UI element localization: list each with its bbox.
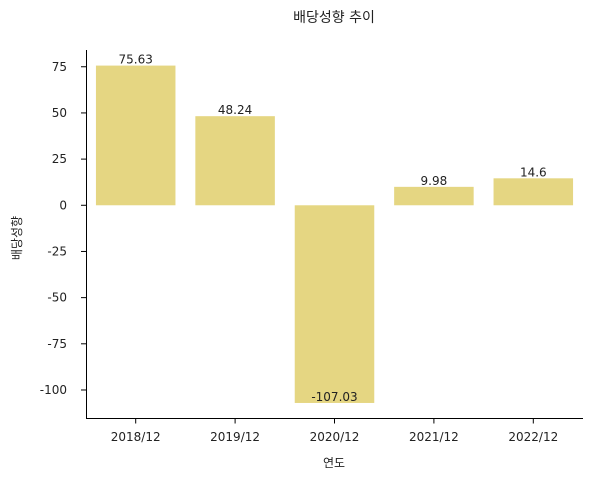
chart-title: 배당성향 추이 (293, 10, 375, 26)
x-tick-label: 2022/12 (508, 430, 558, 444)
bars-group: 75.63 48.24 -107.03 9.98 14.6 (95, 53, 574, 404)
x-tick-label: 2021/12 (409, 430, 459, 444)
bar-value-label: 14.6 (520, 165, 547, 179)
x-axis-ticks: 2018/12 2019/12 2020/12 2021/12 2022/12 (111, 418, 558, 444)
bar-value-label: 48.24 (218, 103, 252, 117)
x-axis-label: 연도 (323, 456, 345, 470)
y-tick-label: 0 (59, 198, 67, 212)
y-axis-ticks: 75 50 25 0 -25 -50 -75 -100 (40, 60, 86, 397)
y-tick-label: 50 (52, 106, 67, 120)
y-tick-label: -50 (47, 291, 67, 305)
bar-value-label: 75.63 (119, 53, 153, 67)
bar-2019-12 (195, 116, 275, 206)
bar-2021-12 (394, 186, 474, 206)
x-tick-label: 2018/12 (111, 430, 161, 444)
y-axis-label: 배당성향 (10, 216, 24, 260)
y-tick-label: 25 (52, 152, 67, 166)
y-tick-label: -25 (47, 244, 67, 258)
y-tick-label: 75 (52, 60, 67, 74)
x-tick-label: 2020/12 (310, 430, 360, 444)
bar-value-label: 9.98 (421, 174, 448, 188)
bar-2018-12 (95, 65, 176, 206)
bar-2022-12 (493, 178, 574, 206)
y-tick-label: -100 (40, 383, 67, 397)
bar-2020-12 (294, 205, 375, 403)
x-tick-label: 2019/12 (210, 430, 260, 444)
y-tick-label: -75 (47, 337, 67, 351)
bar-value-label: -107.03 (311, 390, 357, 404)
